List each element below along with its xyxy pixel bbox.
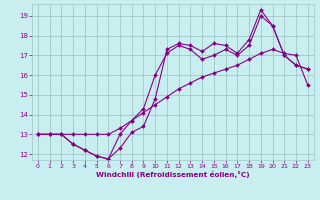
X-axis label: Windchill (Refroidissement éolien,°C): Windchill (Refroidissement éolien,°C) bbox=[96, 171, 250, 178]
